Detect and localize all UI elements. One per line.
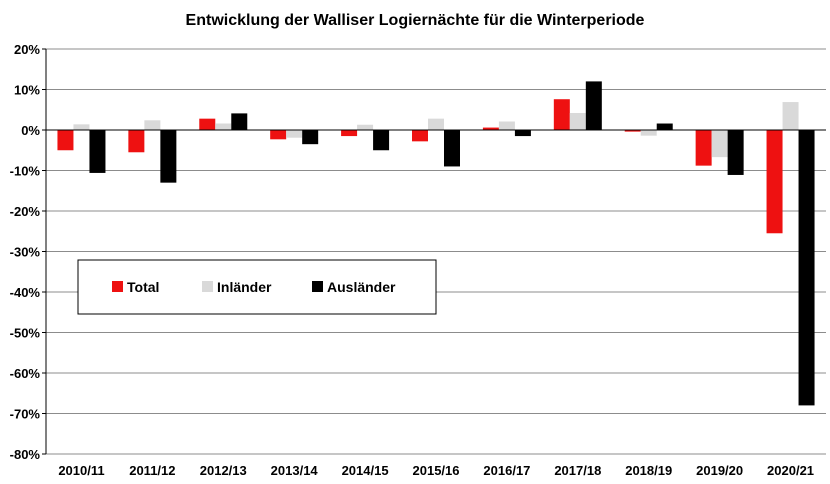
axes <box>42 48 826 455</box>
bar-total-2010-11 <box>57 130 74 151</box>
bar-ausl-nder-2014-15 <box>373 130 390 151</box>
y-tick-label: -20% <box>10 204 41 219</box>
bar-inl-nder-2014-15 <box>357 124 374 130</box>
y-tick-label: -60% <box>10 366 41 381</box>
legend-label: Total <box>127 279 159 295</box>
legend-label: Ausländer <box>327 279 396 295</box>
bar-ausl-nder-2013-14 <box>302 130 319 145</box>
bar-ausl-nder-2011-12 <box>160 130 177 183</box>
bar-ausl-nder-2012-13 <box>231 113 248 130</box>
y-tick-label: 20% <box>14 42 40 57</box>
chart-title: Entwicklung der Walliser Logiernächte fü… <box>186 12 645 29</box>
x-tick-label: 2011/12 <box>129 463 175 478</box>
x-tick-label: 2015/16 <box>413 463 460 478</box>
x-tick-label: 2017/18 <box>554 463 601 478</box>
bar-ausl-nder-2020-21 <box>798 130 815 406</box>
bar-inl-nder-2012-13 <box>215 123 232 130</box>
bar-total-2012-13 <box>199 118 216 130</box>
bar-inl-nder-2013-14 <box>286 130 303 138</box>
x-tick-label: 2018/19 <box>625 463 672 478</box>
y-tick-label: -50% <box>10 326 41 341</box>
bar-total-2015-16 <box>412 130 428 142</box>
bars <box>57 81 815 406</box>
x-tick-label: 2013/14 <box>271 463 319 478</box>
x-tick-label: 2012/13 <box>200 463 247 478</box>
x-tick-label: 2014/15 <box>342 463 389 478</box>
y-tick-label: 10% <box>14 83 40 98</box>
bar-inl-nder-2015-16 <box>428 118 444 130</box>
bar-total-2020-21 <box>766 130 783 234</box>
x-tick-label: 2020/21 <box>767 463 814 478</box>
bar-inl-nder-2010-11 <box>73 124 90 130</box>
y-tick-label: -30% <box>10 245 41 260</box>
bar-inl-nder-2019-20 <box>711 130 728 158</box>
x-tick-labels: 2010/11 2011/12 2012/13 2013/14 2014/15 2015/… <box>58 463 814 478</box>
bar-total-2019-20 <box>695 130 712 166</box>
legend: Total Inländer Ausländer <box>77 259 437 315</box>
bar-inl-nder-2016-17 <box>498 121 515 130</box>
y-tick-label: -10% <box>10 164 41 179</box>
x-tick-label: 2016/17 <box>483 463 530 478</box>
bar-total-2011-12 <box>128 130 145 153</box>
bar-ausl-nder-2010-11 <box>89 130 106 173</box>
bar-ausl-nder-2017-18 <box>585 81 602 130</box>
bar-total-2018-19 <box>624 130 641 132</box>
legend-box <box>77 259 437 315</box>
y-tick-label: -40% <box>10 285 41 300</box>
x-tick-label: 2010/11 <box>58 463 104 478</box>
y-tick-label: 0% <box>21 123 40 138</box>
bar-inl-nder-2017-18 <box>569 112 586 130</box>
bar-ausl-nder-2015-16 <box>444 130 460 167</box>
y-tick-label: -70% <box>10 407 41 422</box>
bar-inl-nder-2011-12 <box>144 120 161 130</box>
legend-swatch <box>112 281 123 292</box>
bar-ausl-nder-2018-19 <box>656 123 673 130</box>
bar-ausl-nder-2019-20 <box>727 130 744 175</box>
legend-swatch <box>312 281 323 292</box>
bar-total-2016-17 <box>482 127 499 130</box>
grid-lines <box>46 48 826 455</box>
legend-swatch <box>202 281 213 292</box>
bar-inl-nder-2018-19 <box>640 130 657 136</box>
x-tick-label: 2019/20 <box>696 463 743 478</box>
y-tick-labels: 20% 10% 0% -10% -20% -30% -40% -50% -60% -70% -80% <box>10 42 41 462</box>
bar-total-2014-15 <box>341 130 358 137</box>
y-tick-label: -80% <box>10 447 41 462</box>
legend-label: Inländer <box>217 279 272 295</box>
bar-total-2013-14 <box>270 130 287 140</box>
bar-inl-nder-2020-21 <box>782 102 799 130</box>
bar-ausl-nder-2016-17 <box>514 130 531 137</box>
bar-total-2017-18 <box>553 99 570 130</box>
